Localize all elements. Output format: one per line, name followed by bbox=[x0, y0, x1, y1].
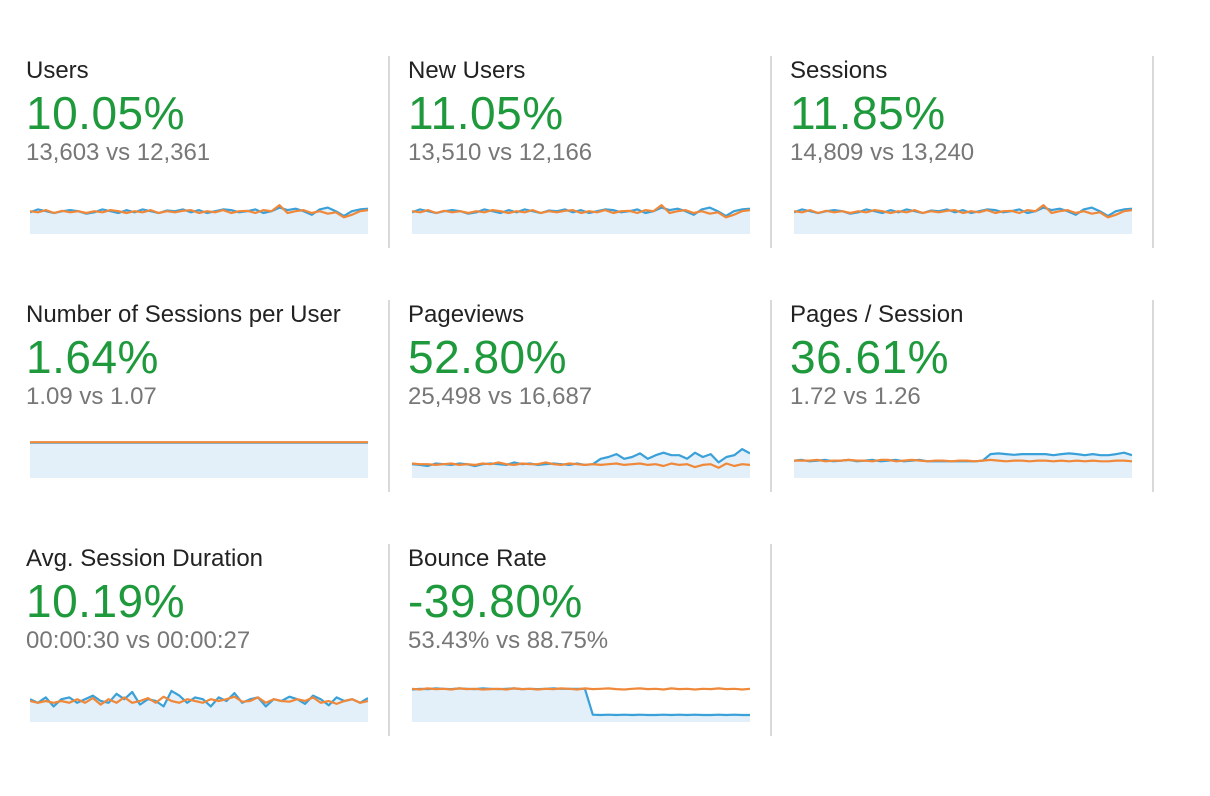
sparkline-bounce-rate bbox=[412, 687, 750, 722]
metric-title: Bounce Rate bbox=[408, 545, 547, 572]
sparkline-pages-per-session bbox=[794, 451, 1132, 478]
sparkline-previous-series bbox=[30, 695, 368, 706]
sparkline-pageviews bbox=[412, 448, 750, 478]
metric-title: Pageviews bbox=[408, 301, 525, 328]
metric-compare: 14,809 vs 13,240 bbox=[790, 139, 975, 166]
metric-title: Number of Sessions per User bbox=[26, 301, 341, 328]
sparkline-area bbox=[794, 207, 1132, 234]
metric-card-users[interactable]: Users 10.05% 13,603 vs 12,361 bbox=[8, 56, 390, 248]
metric-card-pages-per-session[interactable]: Pages / Session 36.61% 1.72 vs 1.26 bbox=[772, 300, 1154, 492]
sparkline-sessions-per-user bbox=[30, 441, 368, 478]
metric-title: Pages / Session bbox=[790, 301, 964, 328]
metric-compare: 13,603 vs 12,361 bbox=[26, 139, 211, 166]
metric-compare: 00:00:30 vs 00:00:27 bbox=[26, 627, 251, 654]
metrics-grid: Users 10.05% 13,603 vs 12,361 New Users … bbox=[8, 56, 1154, 788]
sparkline-area bbox=[30, 690, 368, 722]
metric-card-pageviews[interactable]: Pageviews 52.80% 25,498 vs 16,687 bbox=[390, 300, 772, 492]
metric-title: Users bbox=[26, 57, 89, 84]
metric-compare: 1.09 vs 1.07 bbox=[26, 383, 157, 410]
metric-compare: 25,498 vs 16,687 bbox=[408, 383, 593, 410]
metric-change: 36.61% bbox=[790, 331, 950, 383]
sparkline-users bbox=[30, 204, 368, 234]
metric-title: New Users bbox=[408, 57, 526, 84]
metric-card-sessions[interactable]: Sessions 11.85% 14,809 vs 13,240 bbox=[772, 56, 1154, 248]
metric-change: 11.85% bbox=[790, 87, 946, 139]
sparkline-area bbox=[30, 442, 368, 478]
metric-title: Avg. Session Duration bbox=[26, 545, 264, 572]
sparkline-previous-series bbox=[794, 458, 1132, 463]
metric-title: Sessions bbox=[790, 57, 888, 84]
metric-card-new-users[interactable]: New Users 11.05% 13,510 vs 12,166 bbox=[390, 56, 772, 248]
sparkline-previous-series bbox=[30, 204, 368, 219]
sparkline-new-users bbox=[412, 204, 750, 234]
metric-change: -39.80% bbox=[408, 575, 583, 627]
sparkline-area bbox=[412, 207, 750, 234]
sparkline-avg-session-duration bbox=[30, 689, 368, 722]
sparkline-area bbox=[412, 688, 750, 722]
sparkline-area bbox=[30, 207, 368, 234]
metric-card-sessions-per-user[interactable]: Number of Sessions per User 1.64% 1.09 v… bbox=[8, 300, 390, 492]
sparkline-previous-series bbox=[412, 204, 750, 219]
sparkline-previous-series bbox=[412, 687, 750, 691]
metric-change: 1.64% bbox=[26, 331, 159, 383]
metric-card-avg-session-duration[interactable]: Avg. Session Duration 10.19% 00:00:30 vs… bbox=[8, 544, 390, 736]
sparkline-previous-series bbox=[412, 461, 750, 469]
metric-card-bounce-rate[interactable]: Bounce Rate -39.80% 53.43% vs 88.75% bbox=[390, 544, 772, 736]
sparkline-sessions bbox=[794, 204, 1132, 234]
metric-change: 10.19% bbox=[26, 575, 186, 627]
metric-compare: 1.72 vs 1.26 bbox=[790, 383, 921, 410]
metric-change: 52.80% bbox=[408, 331, 568, 383]
sparkline-previous-series bbox=[794, 204, 1132, 219]
metric-compare: 13,510 vs 12,166 bbox=[408, 139, 593, 166]
metric-change: 10.05% bbox=[26, 87, 186, 139]
sparkline-area bbox=[412, 449, 750, 478]
metric-compare: 53.43% vs 88.75% bbox=[408, 627, 609, 654]
metric-change: 11.05% bbox=[408, 87, 564, 139]
sparkline-area bbox=[794, 452, 1132, 478]
